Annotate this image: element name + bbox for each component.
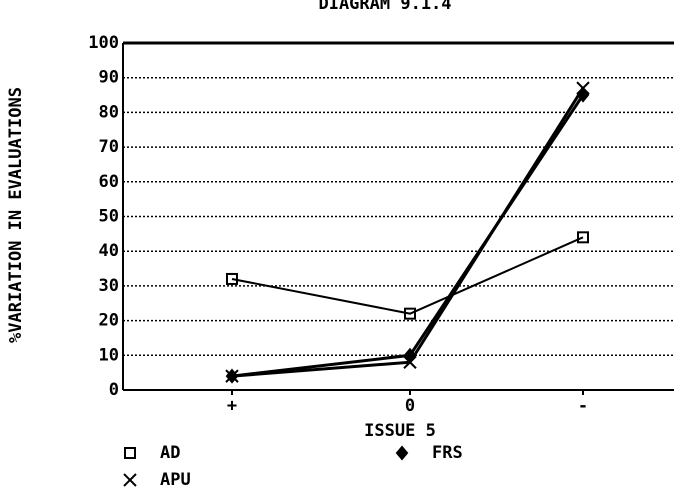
legend-label: FRS <box>432 443 463 463</box>
legend-marker <box>123 473 137 487</box>
y-tick-label: 20 <box>99 311 119 331</box>
legend-label: AD <box>160 443 180 463</box>
y-axis-label: %VARIATION IN EVALUATIONS <box>6 87 26 343</box>
y-tick-label: 80 <box>99 102 119 122</box>
data-point <box>226 272 238 285</box>
y-tick-label: 10 <box>99 345 119 365</box>
data-point <box>404 307 416 320</box>
data-point <box>225 369 239 383</box>
y-tick-label: 40 <box>99 241 119 261</box>
y-tick-label: 90 <box>99 68 119 88</box>
x-tick-label: 0 <box>405 396 415 416</box>
y-tick-label: 100 <box>88 33 119 53</box>
series-line <box>231 87 585 378</box>
data-point <box>577 231 589 244</box>
y-tick-label: 30 <box>99 276 119 296</box>
x-tick-label: + <box>227 396 237 416</box>
chart-title: DIAGRAM 9.1.4 <box>318 0 451 14</box>
y-tick-label: 70 <box>99 137 119 157</box>
y-tick-label: 60 <box>99 172 119 192</box>
legend-marker <box>395 445 409 461</box>
x-tick-label: - <box>578 396 588 416</box>
series-line <box>231 236 584 315</box>
series-line <box>231 94 585 378</box>
data-point <box>576 81 590 95</box>
data-point <box>403 355 417 369</box>
legend-marker <box>124 447 136 459</box>
legend-label: APU <box>160 470 191 490</box>
y-tick-label: 50 <box>99 207 119 227</box>
x-axis-label: ISSUE 5 <box>364 421 436 441</box>
y-tick-label: 0 <box>109 380 119 400</box>
